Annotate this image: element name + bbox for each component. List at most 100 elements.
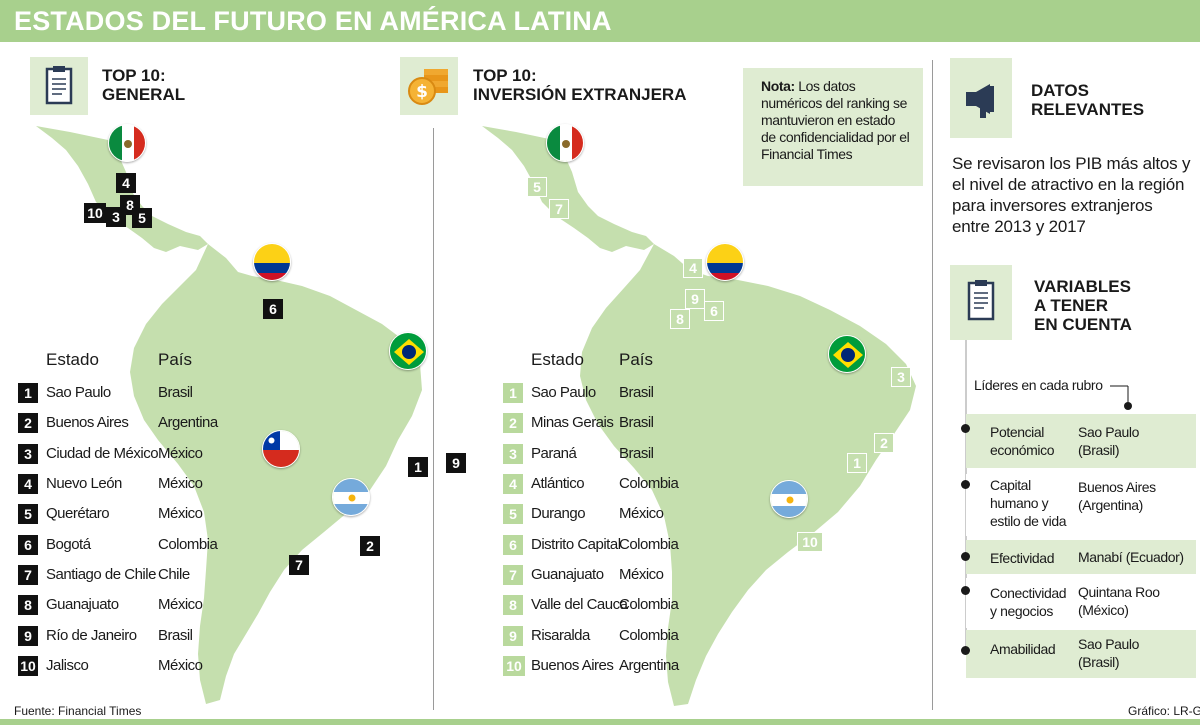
country-name: Brasil [619,445,654,462]
map-marker-6: 6 [263,299,283,319]
map-marker-7: 7 [289,555,309,575]
map-marker-5: 5 [527,177,547,197]
variable-name: Efectividad [990,550,1055,566]
map-marker-6: 6 [704,301,724,321]
investment-table-header-state: Estado [531,350,584,369]
rank-badge: 5 [503,504,523,524]
state-name: Risaralda [531,627,590,644]
map-marker-10: 10 [84,203,106,223]
variable-leader: Sao Paulo (Brasil) [1078,424,1140,458]
map-marker-2: 2 [360,536,380,556]
variable-row: Amabilidad Sao Paulo (Brasil) [961,630,1196,678]
map-marker-9: 9 [446,453,466,473]
footer-bar [0,719,1200,725]
state-name: Nuevo León [46,475,122,492]
country-name: México [158,475,203,492]
brazil-flag-icon [389,332,427,370]
colombia-flag-icon [253,243,291,281]
map-marker-5: 5 [132,208,152,228]
country-name: Brasil [619,414,654,431]
state-name: Buenos Aires [531,657,614,674]
rank-badge: 5 [18,504,38,524]
rank-badge: 2 [18,413,38,433]
divider-middle [433,128,434,710]
map-marker-10: 10 [797,532,823,552]
variable-name: Potencial económico [990,424,1055,458]
variable-name: Amabilidad [990,641,1056,657]
map-marker-3: 3 [891,367,911,387]
country-name: Colombia [619,627,679,644]
country-name: Colombia [158,536,218,553]
country-name: Brasil [619,384,654,401]
argentina-flag-icon [770,480,808,518]
rank-badge: 8 [18,595,38,615]
investment-table-header-country: País [619,350,654,369]
note-text: Los datos numéricos del ranking se mantu… [761,78,910,162]
state-name: Guanajuato [46,596,119,613]
relevant-heading: DATOS RELEVANTES [1031,81,1145,119]
page-title: ESTADOS DEL FUTURO EN AMÉRICA LATINA [14,6,612,36]
state-name: Distrito Capital [531,536,621,553]
state-name: Ciudad de México [46,445,159,462]
chile-flag-icon [262,430,300,468]
state-name: Guanajuato [531,566,604,583]
mexico-flag-icon [546,124,584,162]
bullet-icon [961,646,970,655]
country-name: Colombia [619,536,679,553]
bullet-icon [961,552,970,561]
brazil-flag-icon [828,335,866,373]
map-marker-4: 4 [116,173,136,193]
variable-leader: Manabí (Ecuador) [1078,549,1184,565]
bullet-icon [961,586,970,595]
state-name: Sao Paulo [46,384,111,401]
mexico-flag-icon [108,124,146,162]
country-name: Chile [158,566,190,583]
general-table-header-country: País [158,350,193,369]
map-marker-4: 4 [683,258,703,278]
country-name: México [158,657,203,674]
country-name: Brasil [158,627,193,644]
rank-badge: 10 [503,656,525,676]
rank-badge: 7 [503,565,523,585]
country-name: México [158,596,203,613]
map-marker-1: 1 [847,453,867,473]
state-name: Atlántico [531,475,585,492]
state-name: Buenos Aires [46,414,129,431]
rank-badge: 9 [18,626,38,646]
state-name: Jalisco [46,657,89,674]
rank-badge: 1 [503,383,523,403]
clipboard-icon [950,265,1012,340]
state-name: Querétaro [46,505,110,522]
bullet-icon [961,480,970,489]
country-name: México [619,505,664,522]
rank-badge: 3 [503,444,523,464]
divider-right [932,60,933,710]
bullet-icon [961,424,970,433]
state-name: Río de Janeiro [46,627,137,644]
state-name: Valle del Cauca [531,596,628,613]
relevant-text: Se revisaron los PIB más altos y el nive… [952,154,1191,236]
state-name: Minas Gerais [531,414,614,431]
country-name: México [158,505,203,522]
rank-badge: 4 [18,474,38,494]
note-label: Nota: [761,78,795,94]
clipboard-icon [30,57,88,115]
state-name: Santiago de Chile [46,566,156,583]
variable-row: Conectividad y negocios Quintana Roo (Méxi… [961,578,1196,628]
map-marker-1: 1 [408,457,428,477]
credit-text: Gráfico: LR-GR [1128,704,1200,718]
rank-badge: 4 [503,474,523,494]
variable-row: Efectividad Manabí (Ecuador) [961,540,1196,574]
rank-badge: 7 [18,565,38,585]
map-marker-8: 8 [670,309,690,329]
country-name: Colombia [619,596,679,613]
general-table-header-state: Estado [46,350,99,369]
state-name: Paraná [531,445,577,462]
investment-heading: TOP 10: INVERSIÓN EXTRANJERA [473,66,687,104]
note-box: Nota: Los datos numéricos del ranking se… [743,68,923,186]
country-name: Argentina [158,414,218,431]
rank-badge: 3 [18,444,38,464]
country-name: México [158,445,203,462]
leaders-title: Líderes en cada rubro [974,377,1103,393]
variable-leader: Sao Paulo (Brasil) [1078,636,1140,670]
